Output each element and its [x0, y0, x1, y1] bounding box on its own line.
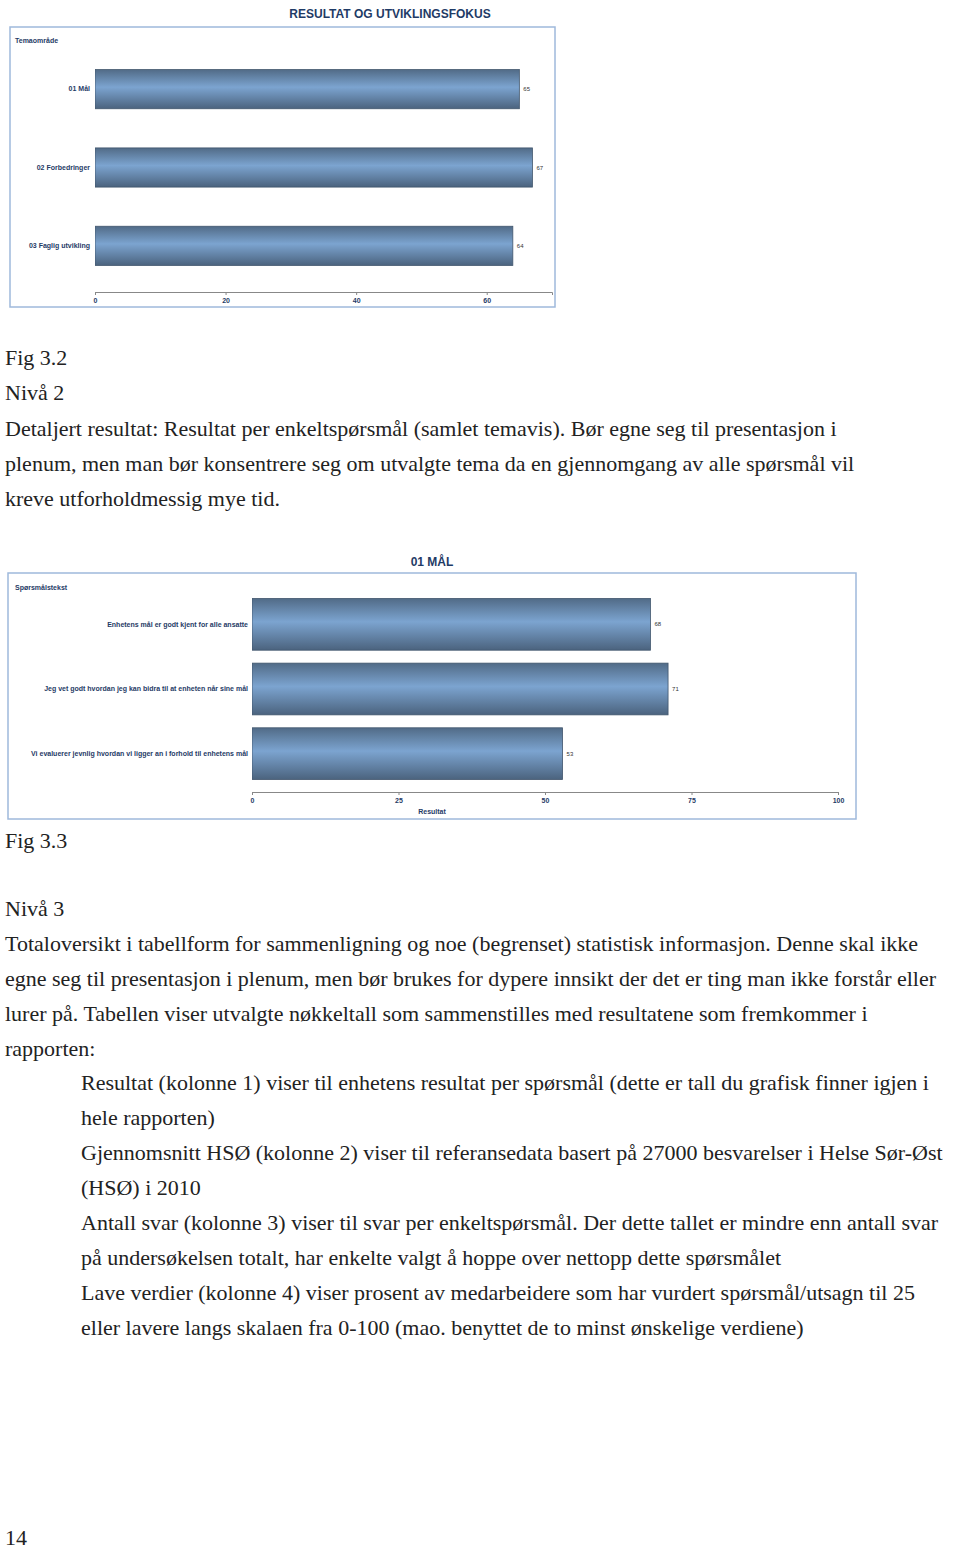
y-tick-label: Jeg vet godt hvordan jeg kan bidra til a…	[44, 685, 248, 693]
x-tick: 0	[94, 292, 98, 304]
section-heading: Nivå 3	[5, 891, 64, 926]
y-tick-label: 01 Mål	[69, 85, 90, 92]
chart: 01 MÅL Spørsmålstekst 68 71 53 Enhetens mål e…	[8, 554, 856, 819]
list-item: Gjennomsnitt HSØ (kolonne 2) viser til r…	[81, 1135, 946, 1205]
x-tick: 40	[353, 292, 361, 304]
y-tick-label: Enhetens mål er godt kjent for alle ansa…	[107, 621, 248, 629]
bar	[95, 70, 519, 109]
x-tick-mark	[252, 792, 253, 795]
x-axis: 0 20 40 60	[94, 292, 553, 304]
data-label: 65	[523, 86, 530, 92]
x-tick-label: 75	[688, 797, 696, 804]
x-tick-mark	[487, 292, 488, 295]
data-label: 68	[654, 621, 661, 627]
bar	[252, 728, 563, 780]
paragraph: Detaljert resultat: Resultat per enkelts…	[5, 411, 905, 516]
data-label: 53	[567, 751, 574, 757]
list-item: Resultat (kolonne 1) viser til enhetens …	[81, 1065, 946, 1135]
x-tick: 50	[542, 792, 550, 804]
axis-title: Spørsmålstekst	[15, 584, 68, 592]
x-tick: 60	[483, 292, 491, 304]
x-tick: 25	[395, 792, 403, 804]
bar	[252, 598, 650, 650]
x-tick-label: 60	[483, 297, 491, 304]
x-tick-mark	[356, 292, 357, 295]
list: Resultat (kolonne 1) viser til enhetens …	[81, 1065, 946, 1345]
x-tick-label: 50	[542, 797, 550, 804]
x-tick: 0	[251, 792, 255, 804]
chart-frame	[10, 27, 555, 307]
chart-title: 01 MÅL	[411, 554, 454, 569]
figure-caption: Fig 3.2	[5, 340, 67, 375]
bars	[95, 70, 532, 266]
x-tick: 100	[833, 792, 845, 804]
y-tick: Vi evaluerer jevnlig hvordan vi ligger a…	[31, 750, 248, 758]
y-tick: 03 Faglig utvikling	[29, 242, 90, 250]
x-tick-mark	[95, 292, 96, 295]
bar	[95, 226, 513, 265]
data-label: 71	[672, 686, 679, 692]
x-tick: 75	[688, 792, 696, 804]
x-axis: 0 25 50 75 100	[251, 792, 845, 804]
chart: RESULTAT OG UTVIKLINGSFOKUS Temaområde 65 6…	[10, 7, 555, 307]
x-tick-mark	[545, 792, 546, 795]
x-tick-mark	[399, 792, 400, 795]
y-tick-label: Vi evaluerer jevnlig hvordan vi ligger a…	[31, 750, 248, 758]
y-tick: 01 Mål	[69, 85, 90, 92]
bar	[95, 148, 532, 187]
chart-frame	[8, 573, 856, 819]
y-axis: Enhetens mål er godt kjent for alle ansa…	[31, 621, 248, 758]
x-tick-label: 0	[251, 797, 255, 804]
data-label: 67	[536, 165, 543, 171]
x-axis-line	[96, 293, 553, 296]
bars	[252, 598, 668, 779]
data-label: 64	[517, 243, 524, 249]
x-tick-mark	[226, 292, 227, 295]
figure-caption: Fig 3.3	[5, 823, 67, 858]
x-tick: 20	[222, 292, 230, 304]
x-axis-line	[253, 793, 839, 796]
paragraph: Totaloversikt i tabellform for sammenlig…	[5, 926, 950, 1066]
charts-layer: RESULTAT OG UTVIKLINGSFOKUS Temaområde 65 6…	[0, 0, 960, 1550]
list-item: Lave verdier (kolonne 4) viser prosent a…	[81, 1275, 946, 1345]
section-heading: Nivå 2	[5, 375, 64, 410]
x-tick-label: 25	[395, 797, 403, 804]
page-number: 14	[5, 1520, 27, 1550]
y-tick: Jeg vet godt hvordan jeg kan bidra til a…	[44, 685, 248, 693]
chart-title: RESULTAT OG UTVIKLINGSFOKUS	[289, 7, 490, 21]
bar	[252, 663, 668, 715]
x-tick-label: 100	[833, 797, 845, 804]
x-tick-label: 20	[222, 297, 230, 304]
y-tick: Enhetens mål er godt kjent for alle ansa…	[107, 621, 248, 629]
axis-title: Resultat	[418, 808, 446, 815]
x-tick-label: 0	[94, 297, 98, 304]
y-tick: 02 Forbedringer	[37, 164, 91, 172]
y-tick-label: 02 Forbedringer	[37, 164, 91, 172]
x-tick-mark	[838, 792, 839, 795]
x-tick-mark	[692, 792, 693, 795]
list-item: Antall svar (kolonne 3) viser til svar p…	[81, 1205, 946, 1275]
x-tick-label: 40	[353, 297, 361, 304]
y-axis: 01 Mål 02 Forbedringer 03 Faglig utvikling	[29, 85, 90, 250]
axis-title: Temaområde	[15, 37, 58, 44]
y-tick-label: 03 Faglig utvikling	[29, 242, 90, 250]
